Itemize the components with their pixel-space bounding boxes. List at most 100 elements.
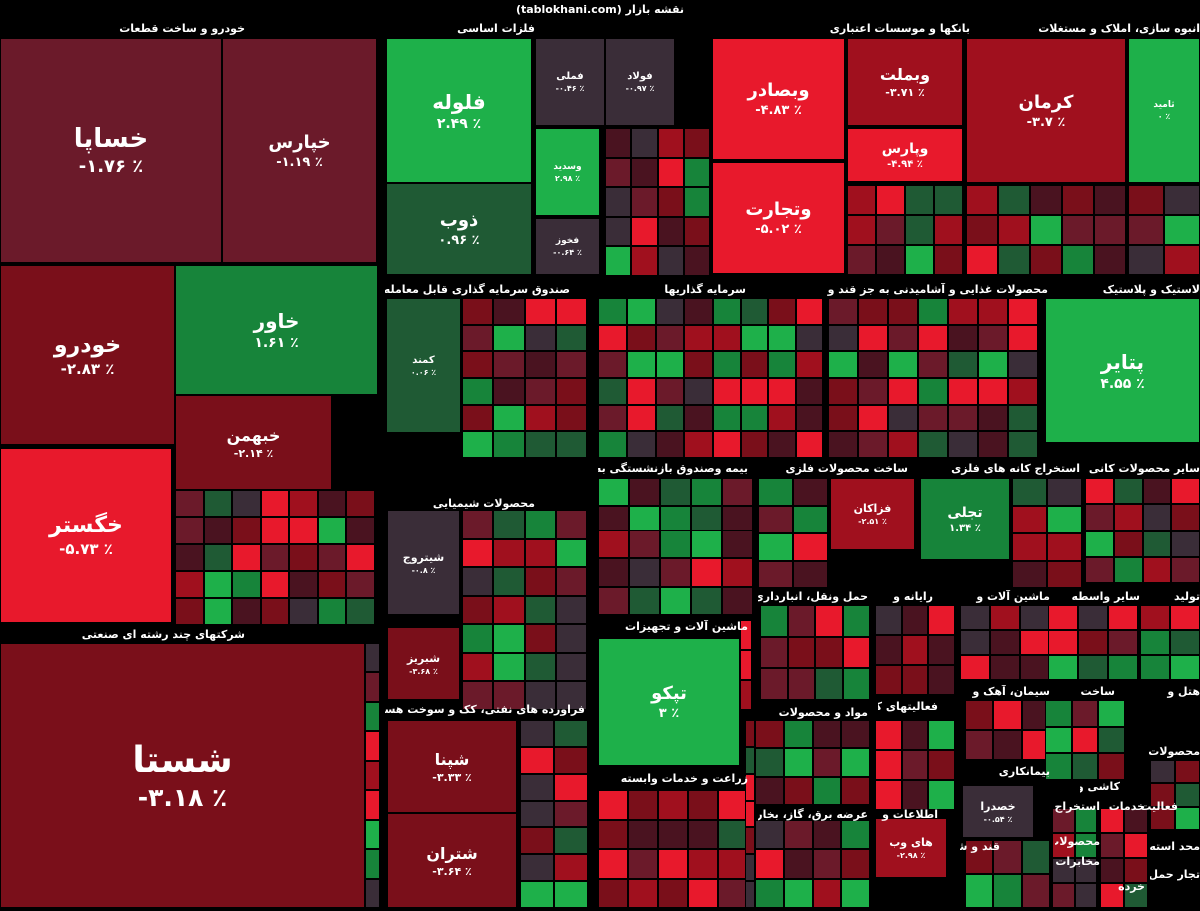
stock-tile[interactable]	[740, 324, 768, 352]
stock-tile[interactable]	[232, 517, 261, 544]
stock-tile[interactable]	[718, 878, 748, 908]
stock-tile[interactable]	[828, 351, 858, 378]
stock-tile[interactable]	[691, 530, 722, 559]
stock-tile[interactable]	[555, 681, 587, 710]
stock-tile[interactable]	[631, 157, 658, 188]
stock-tile[interactable]	[555, 351, 587, 378]
stock-tile[interactable]	[740, 650, 752, 680]
stock-tile[interactable]	[365, 849, 380, 879]
stock-tile[interactable]	[1074, 858, 1097, 883]
stock-tile[interactable]	[683, 187, 710, 217]
stock-tile[interactable]	[1094, 185, 1126, 215]
stock-tile[interactable]	[555, 431, 587, 458]
stock-tile[interactable]	[365, 878, 380, 908]
stock-tile[interactable]	[493, 378, 525, 405]
stock-tile[interactable]	[713, 431, 741, 458]
stock-tile[interactable]	[795, 378, 823, 405]
stock-tile[interactable]	[815, 605, 843, 637]
stock-tile[interactable]	[554, 854, 588, 882]
stock-tile[interactable]	[1108, 605, 1138, 630]
stock-tile[interactable]	[289, 598, 318, 625]
stock-tile[interactable]	[1100, 808, 1124, 833]
stock-tile[interactable]	[888, 298, 918, 325]
stock-tile[interactable]: فزاکان -۲.۵۱ ٪	[830, 478, 915, 550]
stock-tile[interactable]	[1108, 655, 1138, 680]
stock-tile[interactable]	[660, 505, 691, 533]
stock-tile[interactable]	[629, 586, 660, 615]
stock-tile[interactable]	[875, 780, 902, 810]
stock-tile[interactable]	[758, 505, 793, 533]
stock-tile[interactable]	[966, 215, 998, 245]
stock-tile[interactable]	[783, 849, 813, 879]
stock-tile[interactable]	[718, 849, 748, 879]
stock-tile[interactable]	[1171, 478, 1200, 505]
stock-tile[interactable]	[858, 351, 888, 378]
stock-tile[interactable]	[655, 324, 685, 352]
stock-tile[interactable]	[841, 748, 870, 777]
stock-tile[interactable]	[758, 560, 793, 588]
stock-tile[interactable]	[847, 245, 876, 275]
stock-tile[interactable]	[918, 431, 948, 458]
stock-tile[interactable]	[1074, 883, 1097, 908]
stock-tile[interactable]	[598, 878, 628, 908]
stock-tile[interactable]	[1150, 783, 1175, 807]
stock-tile[interactable]	[928, 635, 955, 665]
stock-tile[interactable]	[768, 431, 796, 458]
stock-tile[interactable]	[842, 668, 870, 700]
stock-tile[interactable]	[175, 490, 204, 517]
stock-tile[interactable]	[660, 530, 691, 559]
stock-tile[interactable]	[888, 324, 918, 352]
stock-tile[interactable]	[812, 776, 842, 805]
stock-tile[interactable]	[783, 820, 813, 850]
stock-tile[interactable]	[175, 517, 204, 544]
stock-tile[interactable]	[317, 544, 347, 571]
stock-tile[interactable]	[722, 558, 753, 587]
stock-tile[interactable]	[683, 246, 710, 276]
stock-tile[interactable]	[598, 404, 627, 432]
stock-tile[interactable]	[718, 819, 748, 849]
stock-tile[interactable]	[795, 404, 823, 432]
stock-tile[interactable]	[812, 820, 842, 850]
stock-tile[interactable]	[1052, 858, 1075, 883]
stock-tile[interactable]	[990, 655, 1020, 680]
stock-tile[interactable]	[978, 378, 1008, 405]
stock-tile[interactable]	[598, 505, 629, 533]
stock-tile[interactable]	[598, 586, 629, 615]
stock-tile[interactable]	[918, 298, 948, 325]
stock-tile[interactable]	[1094, 215, 1126, 245]
stock-tile[interactable]	[598, 558, 629, 587]
stock-tile[interactable]	[1150, 806, 1175, 830]
stock-tile[interactable]	[965, 840, 994, 874]
stock-tile[interactable]	[1030, 185, 1062, 215]
stock-tile[interactable]	[978, 298, 1008, 325]
stock-tile[interactable]	[605, 187, 632, 217]
stock-tile[interactable]	[918, 351, 948, 378]
stock-tile[interactable]	[1020, 605, 1050, 630]
stock-tile[interactable]	[1085, 556, 1114, 583]
stock-tile[interactable]	[365, 672, 380, 702]
stock-tile[interactable]	[554, 720, 588, 747]
stock-tile[interactable]	[745, 854, 755, 882]
stock-tile[interactable]	[875, 635, 902, 665]
stock-tile[interactable]	[755, 878, 784, 908]
stock-tile[interactable]	[812, 720, 842, 749]
stock-tile[interactable]	[203, 544, 233, 571]
stock-tile[interactable]	[289, 571, 318, 598]
stock-tile[interactable]	[1113, 530, 1143, 557]
stock-tile[interactable]	[1170, 630, 1200, 655]
stock-tile[interactable]	[918, 324, 948, 352]
stock-tile[interactable]	[657, 157, 684, 188]
stock-tile[interactable]	[888, 431, 918, 458]
stock-tile[interactable]: خساپا -۱.۷۶ ٪	[0, 38, 222, 263]
stock-tile[interactable]	[828, 404, 858, 432]
stock-tile[interactable]	[520, 773, 554, 801]
stock-tile[interactable]	[740, 404, 768, 432]
stock-tile[interactable]	[555, 595, 587, 625]
stock-tile[interactable]	[713, 351, 741, 378]
stock-tile[interactable]	[260, 490, 290, 517]
stock-tile[interactable]	[524, 595, 556, 625]
stock-tile[interactable]	[1170, 605, 1200, 630]
stock-tile[interactable]	[888, 351, 918, 378]
stock-tile[interactable]	[493, 538, 525, 568]
stock-tile[interactable]	[740, 620, 752, 650]
